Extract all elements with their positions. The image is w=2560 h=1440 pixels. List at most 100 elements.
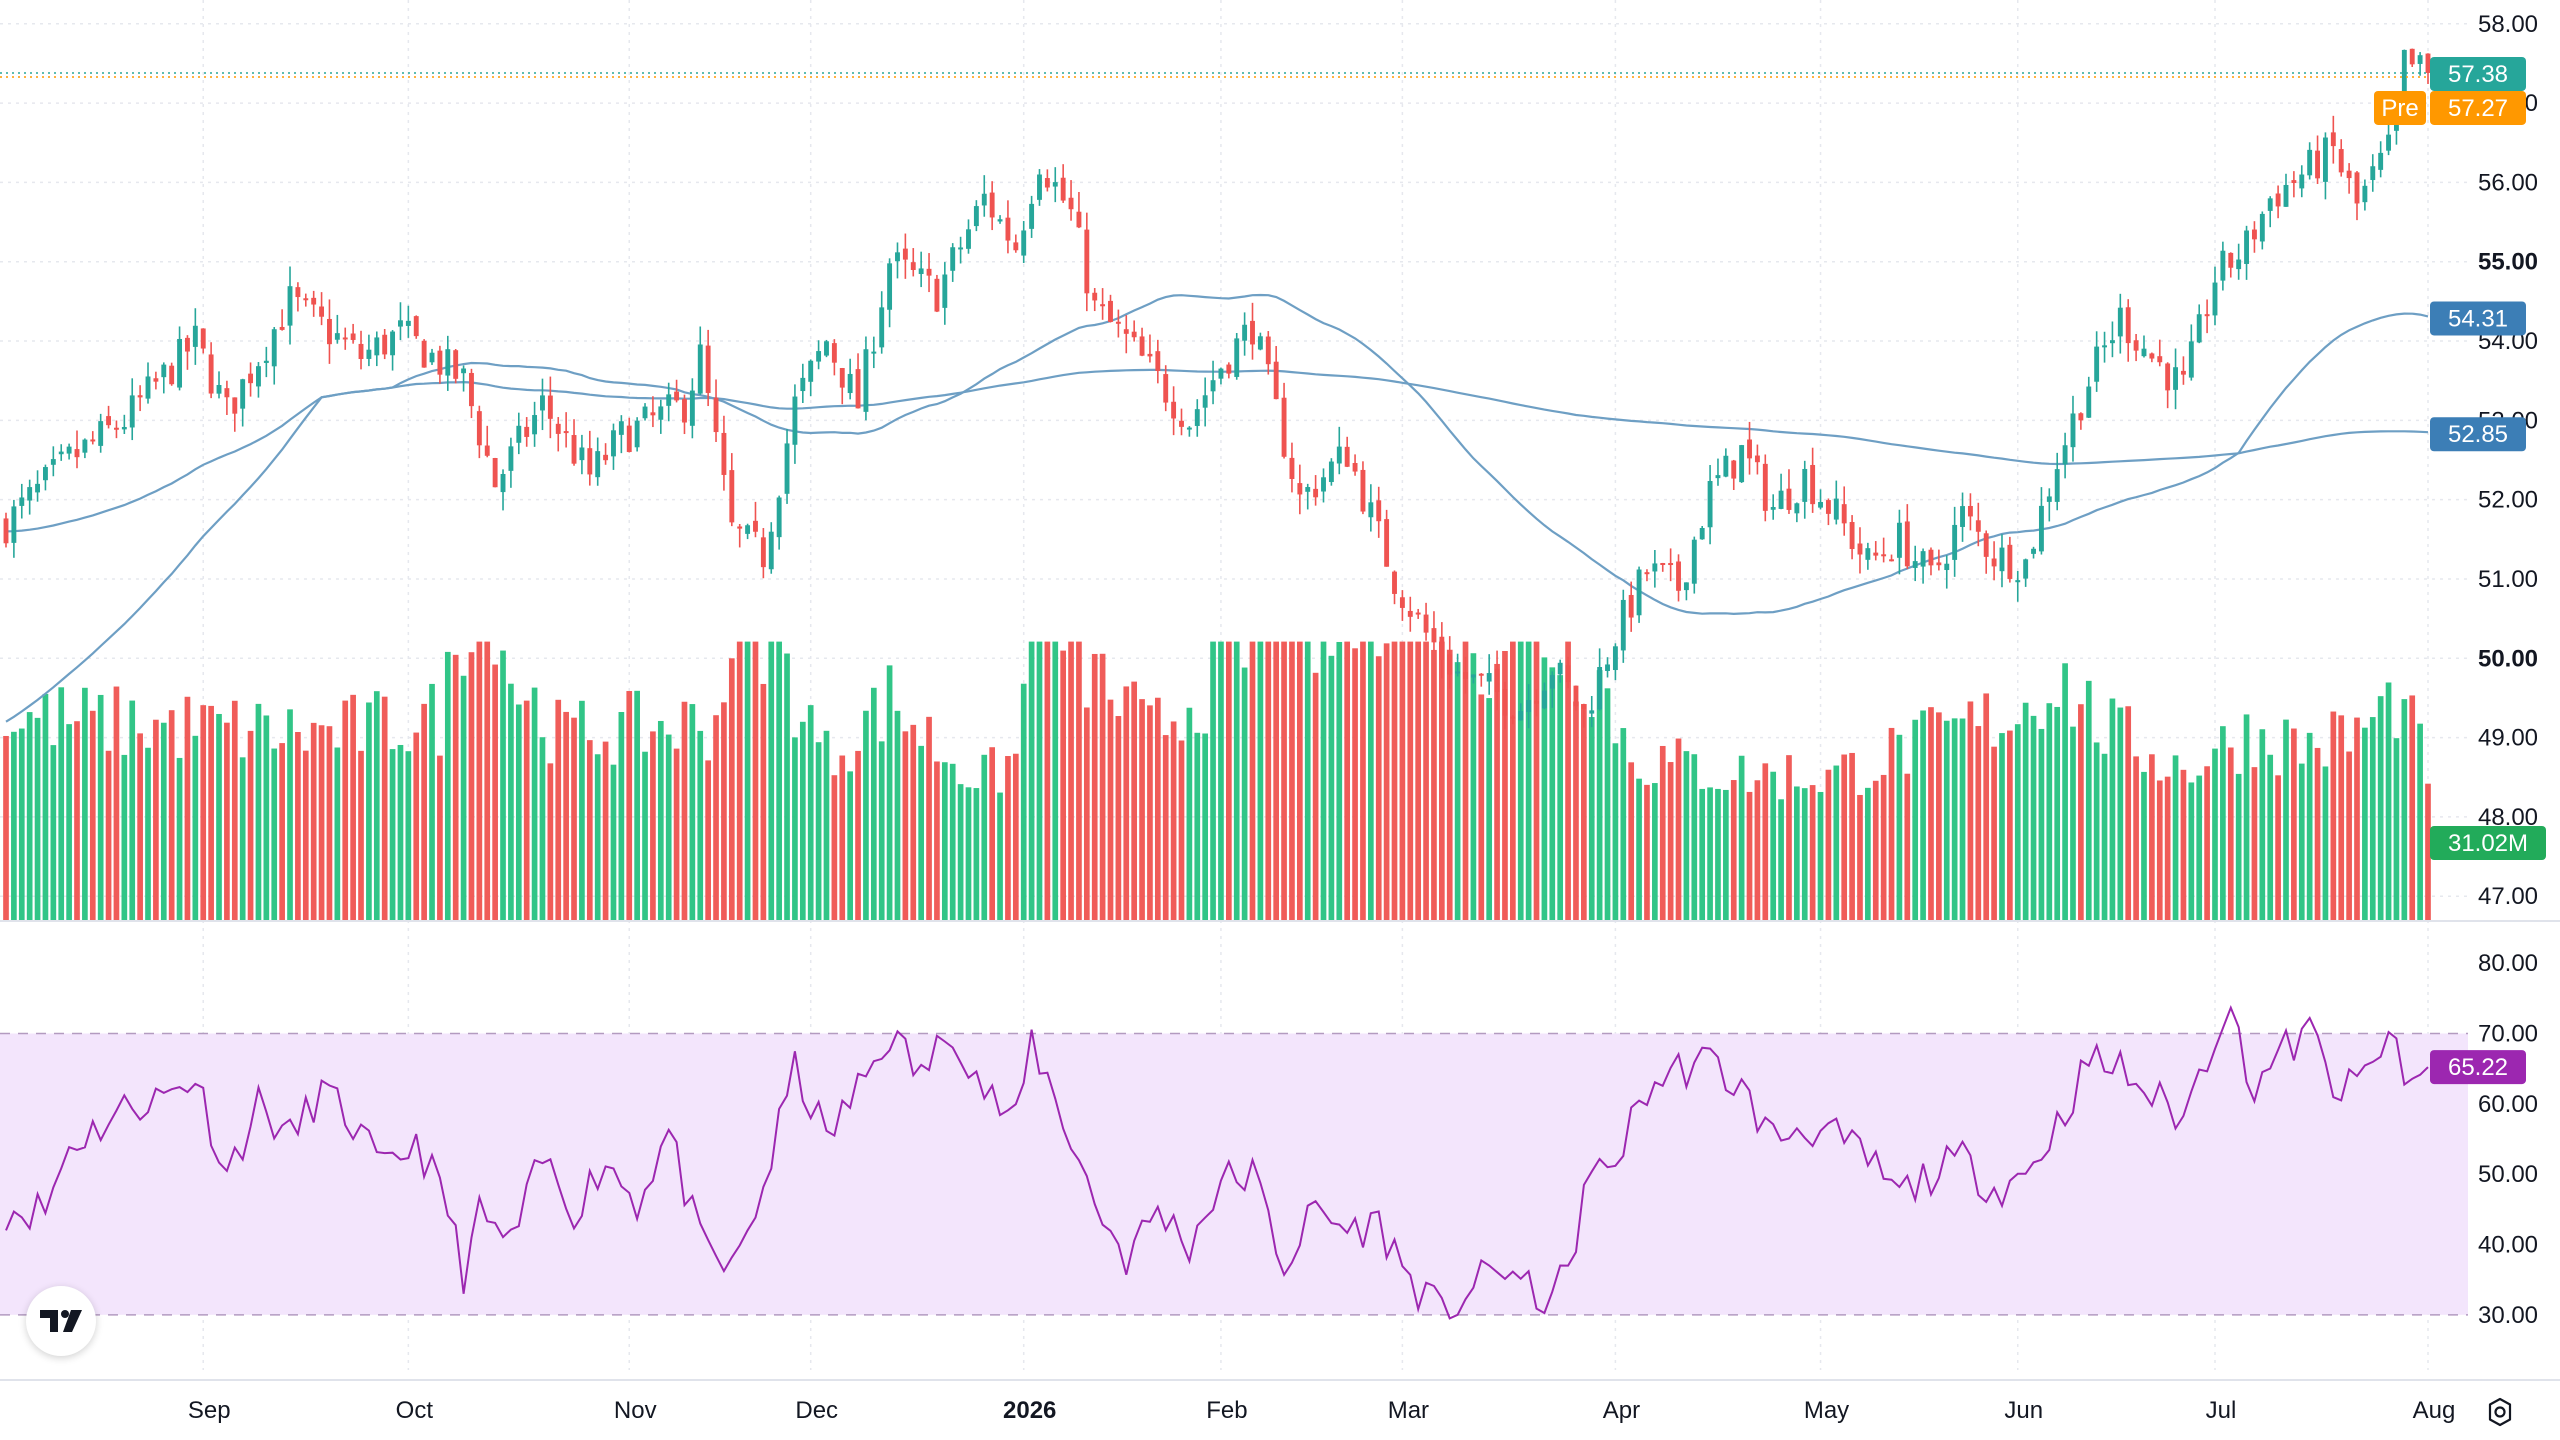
candle bbox=[831, 339, 837, 376]
volume-bar bbox=[366, 702, 372, 920]
candle bbox=[2054, 452, 2060, 511]
volume-bar bbox=[2306, 732, 2313, 920]
volume-bar bbox=[634, 690, 640, 920]
candle bbox=[43, 464, 48, 491]
candle bbox=[35, 470, 41, 502]
volume-bar bbox=[547, 763, 554, 920]
candle bbox=[1171, 386, 1177, 436]
volume-bar bbox=[1920, 710, 1926, 920]
rsi-axis-label: 80.00 bbox=[2478, 950, 2538, 977]
candle bbox=[1991, 541, 1997, 581]
candle bbox=[989, 181, 995, 231]
candle bbox=[2038, 487, 2044, 555]
volume-bar bbox=[2259, 729, 2266, 920]
candle bbox=[1794, 502, 1800, 523]
volume-bar bbox=[2283, 719, 2289, 920]
rsi-axis-label: 60.00 bbox=[2478, 1091, 2538, 1118]
candle bbox=[618, 415, 624, 454]
candle bbox=[1179, 408, 1184, 436]
time-axis-label: Apr bbox=[1603, 1397, 1640, 1424]
volume-bar bbox=[752, 641, 759, 920]
volume-bar bbox=[160, 722, 167, 920]
volume-bar bbox=[50, 745, 57, 920]
candle bbox=[2409, 48, 2415, 68]
candle bbox=[2015, 571, 2021, 602]
volume-bar bbox=[2125, 706, 2132, 920]
volume-bar bbox=[113, 686, 120, 920]
candle bbox=[1534, 689, 1539, 717]
ma-slow-badge: 52.85 bbox=[2430, 417, 2526, 452]
candle bbox=[2165, 362, 2171, 409]
candle bbox=[2173, 348, 2178, 410]
volume-bar bbox=[1091, 653, 1098, 920]
volume-bar bbox=[2014, 724, 2021, 920]
volume-bar bbox=[287, 709, 293, 920]
volume-bar bbox=[334, 747, 341, 920]
candle bbox=[200, 328, 206, 354]
candle bbox=[390, 330, 396, 371]
candle bbox=[1762, 454, 1768, 522]
candle bbox=[232, 397, 238, 432]
candle bbox=[950, 243, 956, 282]
volume-bar bbox=[1020, 683, 1027, 920]
volume-bar bbox=[3, 735, 9, 920]
candle bbox=[1770, 494, 1776, 520]
candle bbox=[2212, 266, 2218, 326]
candle bbox=[1589, 696, 1595, 728]
candle bbox=[3, 512, 9, 548]
volume-bar bbox=[1249, 641, 1256, 920]
volume-bar bbox=[1446, 649, 1453, 920]
candle bbox=[1944, 555, 1950, 589]
volume-bar bbox=[216, 713, 222, 920]
candle bbox=[1384, 509, 1390, 567]
candle bbox=[476, 405, 482, 459]
candle bbox=[737, 523, 743, 548]
volume-bar bbox=[1131, 681, 1138, 920]
candle bbox=[2133, 333, 2139, 362]
candle bbox=[1297, 464, 1303, 515]
candle bbox=[1636, 566, 1642, 623]
volume-bar bbox=[1604, 688, 1611, 920]
candle bbox=[1131, 320, 1137, 342]
candle bbox=[1455, 653, 1461, 677]
candle bbox=[721, 415, 727, 491]
candle bbox=[398, 302, 403, 341]
volume-bar bbox=[2401, 699, 2408, 920]
candle bbox=[106, 405, 112, 429]
candle bbox=[216, 371, 222, 399]
candle bbox=[1281, 382, 1287, 459]
rsi-axis-label: 40.00 bbox=[2478, 1231, 2538, 1258]
volume-bar bbox=[1454, 662, 1461, 920]
volume-bar bbox=[26, 712, 33, 920]
tradingview-logo-icon[interactable] bbox=[26, 1286, 96, 1356]
candle bbox=[445, 335, 451, 391]
candle bbox=[1715, 458, 1721, 486]
time-axis-label: Jun bbox=[2004, 1397, 2043, 1424]
volume-bar bbox=[1794, 786, 1800, 920]
volume-bar bbox=[2377, 696, 2384, 920]
volume-bar bbox=[792, 737, 798, 920]
volume-bar bbox=[1833, 765, 1840, 920]
volume-bar bbox=[2425, 783, 2431, 920]
volume-bar bbox=[1636, 778, 1642, 920]
volume-bar bbox=[224, 722, 230, 920]
volume-bar bbox=[1383, 643, 1390, 920]
premarket-tag: Pre bbox=[2374, 90, 2426, 125]
settings-gear-icon[interactable] bbox=[2480, 1392, 2520, 1432]
candle bbox=[887, 258, 893, 328]
candle bbox=[1447, 636, 1453, 689]
candle bbox=[311, 290, 317, 317]
volume-bar bbox=[18, 728, 25, 920]
candle bbox=[697, 326, 703, 395]
volume-bar bbox=[1044, 641, 1051, 920]
candle bbox=[2346, 163, 2352, 194]
volume-bar bbox=[1115, 716, 1122, 920]
volume-bar bbox=[515, 704, 522, 920]
volume-bar bbox=[1076, 641, 1082, 920]
volume-bar bbox=[2149, 754, 2155, 920]
volume-bar bbox=[2275, 775, 2281, 920]
candle bbox=[58, 444, 64, 461]
volume-bar bbox=[2235, 773, 2242, 920]
